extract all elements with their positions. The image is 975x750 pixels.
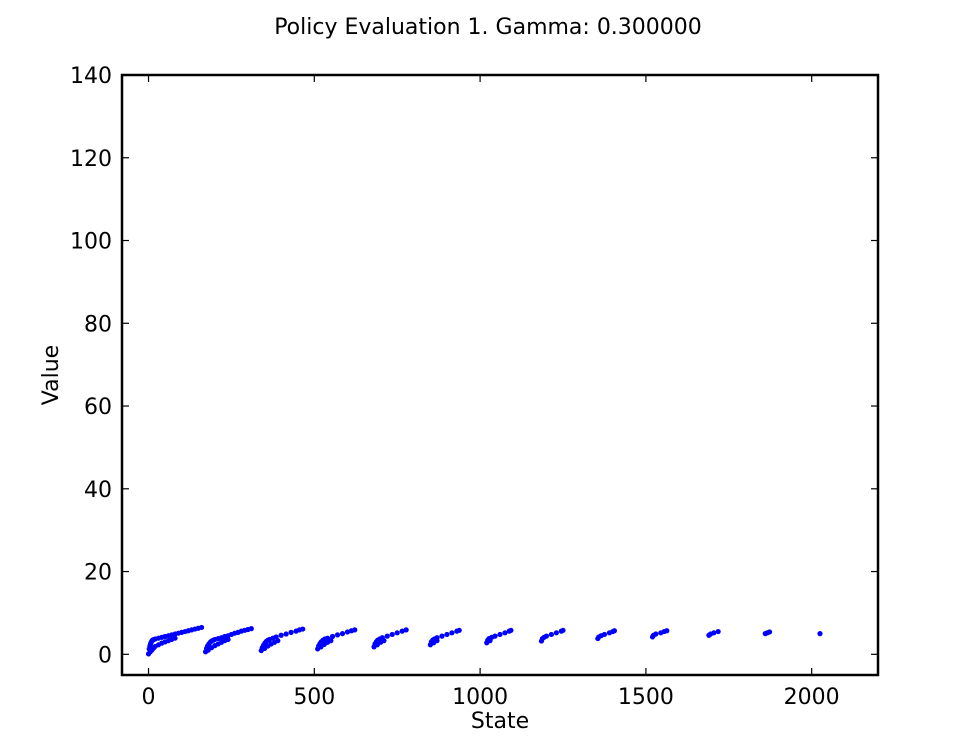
data-point (766, 629, 773, 635)
data-point (344, 629, 351, 635)
data-point (403, 627, 409, 633)
data-point (198, 624, 205, 631)
y-tick-label: 100 (70, 230, 112, 255)
data-point (456, 627, 462, 633)
data-point (283, 631, 289, 637)
data-point (248, 626, 254, 632)
data-point (394, 630, 400, 636)
data-point (497, 631, 503, 638)
data-point (434, 638, 440, 644)
data-point (553, 630, 559, 636)
data-point (492, 633, 498, 639)
data-point (653, 631, 659, 637)
data-point (328, 638, 334, 644)
data-point (508, 627, 514, 633)
data-point (487, 638, 493, 644)
y-tick-label: 140 (70, 64, 112, 89)
x-tick-label: 500 (293, 685, 335, 710)
data-point (399, 628, 405, 634)
y-tick-label: 40 (84, 478, 112, 503)
data-point (543, 633, 550, 639)
y-tick-label: 80 (84, 312, 112, 337)
x-axis-label: State (471, 709, 529, 734)
data-point (352, 627, 358, 633)
data-point (611, 628, 617, 634)
data-point (339, 631, 346, 637)
x-tick-label: 1500 (618, 685, 674, 710)
data-point (172, 635, 178, 641)
data-point (334, 632, 341, 638)
data-point (384, 633, 390, 639)
y-tick-label: 60 (84, 395, 112, 420)
data-point (715, 628, 721, 635)
data-point (439, 633, 445, 639)
data-point (278, 632, 284, 638)
data-point (817, 631, 823, 637)
scatter-points (145, 624, 823, 657)
x-tick-label: 2000 (784, 685, 840, 710)
data-point (275, 638, 281, 644)
data-point (449, 630, 455, 636)
data-point (288, 629, 294, 635)
data-point (381, 638, 387, 644)
x-tick-label: 0 (142, 685, 156, 710)
data-point (548, 631, 554, 638)
data-point (329, 633, 336, 640)
x-tick-label: 1000 (452, 685, 508, 710)
data-point (502, 630, 508, 636)
data-point (601, 631, 608, 638)
plot-area-frame (120, 73, 880, 677)
data-point (225, 636, 231, 643)
data-point (664, 628, 670, 634)
data-point (389, 631, 395, 638)
data-point (711, 630, 717, 636)
y-tick-label: 20 (84, 561, 112, 586)
y-tick-label: 120 (70, 147, 112, 172)
axis-ticks: 0 500 1000 1500 2000 0 20 40 60 80 100 120 140 (70, 64, 878, 710)
y-tick-label: 0 (98, 643, 112, 668)
y-axis-label: Value (39, 345, 64, 405)
chart-title: Policy Evaluation 1. Gamma: 0.300000 (274, 15, 702, 40)
data-point (560, 627, 566, 633)
data-point (444, 631, 450, 638)
data-point (300, 626, 306, 632)
